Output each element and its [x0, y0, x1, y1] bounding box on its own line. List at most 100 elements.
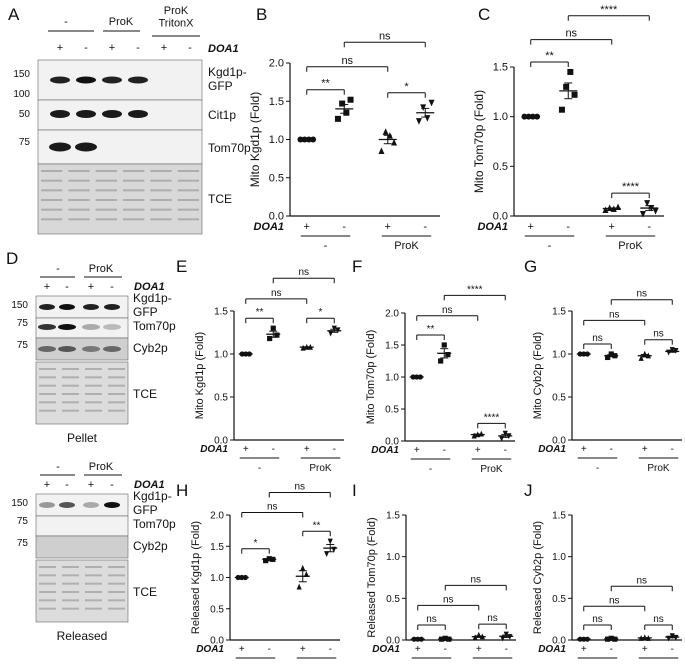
chart-i-point [476, 631, 482, 638]
blot-d-pellet-tce-lane-1-band-3 [62, 393, 79, 395]
blot-d-pellet-tce-lane-3-band-2 [108, 384, 125, 387]
blot-d-pellet-tce-lane-0-band-1 [39, 376, 56, 379]
chart-g-point [608, 351, 614, 357]
chart-b-x-sign: - [423, 221, 427, 233]
chart-e-point [304, 343, 310, 350]
blot-d-pellet-cyb2p-band [103, 346, 121, 352]
blot-a-tom70p-band [49, 142, 71, 152]
blot-d-pellet-row-tce: TCE [133, 387, 157, 401]
blot-d-pellet-tce-lane-2-band-5 [85, 409, 102, 412]
chart-i-point [415, 636, 421, 642]
chart-b-x-sign: - [342, 221, 346, 233]
chart-e-group-label-prok: ProK [309, 463, 332, 474]
chart-c-doa1-label: DOA1 [477, 221, 508, 233]
chart-h-sig-pair-2-label: ** [313, 520, 321, 531]
chart-b-group-label-minus: - [324, 240, 328, 252]
blot-a-group-minus: - [64, 16, 68, 28]
chart-e-sig-pair-1-label: ** [256, 307, 264, 318]
chart-f-point [478, 430, 484, 437]
chart-j-point [581, 636, 587, 642]
chart-c-sig-pair-2-label: **** [622, 181, 640, 193]
chart-b-point [391, 138, 398, 146]
chart-f-point [441, 342, 447, 348]
chart-b-y-tick-label: 1.5 [269, 96, 284, 108]
chart-g-x-sign: - [671, 444, 674, 455]
chart-g-sig-doa1-label: ns [636, 289, 647, 300]
chart-h-y-tick-label: 2.0 [210, 511, 224, 522]
panel-letter-F: F [352, 257, 362, 276]
chart-b-point [310, 136, 317, 143]
blot-a-tce-lane-5-band-1 [177, 179, 199, 182]
blot-d-released-tce-lane-2-band-4 [85, 599, 102, 602]
chart-b-sig-pair-2-label: * [404, 81, 409, 93]
chart-i-y-tick-label: 1.5 [386, 511, 400, 522]
blot-d-released-tce-lane-2-band-5 [85, 607, 102, 610]
chart-f-point [417, 374, 423, 380]
blot-a-tce-lane-4-band-0 [150, 170, 172, 172]
chart-g-point [605, 354, 611, 361]
chart-f-x-sign: + [475, 445, 481, 456]
blot-d-released-tce-lane-0-band-4 [39, 599, 56, 602]
chart-e-x-sign: - [272, 444, 275, 455]
blot-a-kgd1p-band [50, 76, 70, 84]
chart-f-point [410, 374, 416, 380]
blot-d-pellet-lane-sign: - [65, 281, 69, 293]
chart-f-y-tick-label: 2.0 [385, 309, 399, 320]
blot-d-pellet-tce-lane-2-band-0 [85, 368, 102, 370]
chart-g-point [638, 355, 644, 361]
chart-i-point [503, 631, 509, 638]
chart-c-point [602, 206, 609, 214]
blot-a-tce-lane-4-band-3 [150, 199, 172, 201]
chart-e-point [246, 351, 252, 357]
blot-d-released-tce-lane-1-band-4 [62, 599, 79, 602]
chart-c-point [644, 200, 651, 207]
blot-d-released-tce-lane-0-band-5 [39, 607, 56, 610]
blot-d-released-tce-lane-1-band-3 [62, 591, 79, 593]
blot-a-tce-lane-5-band-0 [177, 170, 199, 172]
blot-d-pellet-tce-lane-3-band-5 [108, 409, 125, 412]
blot-d-released-tce-lane-0-band-3 [39, 591, 56, 593]
chart-g-point [584, 351, 590, 357]
chart-g-y-tick-label: 0.5 [552, 393, 566, 404]
chart-i-sig-pair-1-label: ns [426, 614, 437, 625]
blot-d-released-lane-sign: + [44, 479, 50, 491]
chart-c-y-tick-label: 1.5 [493, 62, 508, 74]
blot-d-released-tce-lane-2-band-1 [85, 574, 102, 577]
chart-f-y-label: Mito Tom70p (Fold) [365, 330, 377, 425]
blot-a-tce-lane-5-band-4 [177, 208, 199, 211]
chart-f-point [414, 374, 420, 380]
chart-b-point [415, 118, 422, 125]
blot-d-pellet-tce-lane-2-band-4 [85, 401, 102, 404]
blot-d-released-kgd1p-band [39, 502, 55, 508]
blot-a-tce-lane-0-band-2 [41, 189, 63, 192]
chart-h-point [324, 551, 330, 557]
chart-i-sig-ctrl-label: ns [443, 594, 454, 605]
blot-d-released-kgd1p-band [83, 502, 99, 508]
chart-e-y-label: Mito Kgd1p (Fold) [194, 332, 206, 419]
blot-d-released-row-tom70p: Tom70p [133, 517, 176, 531]
chart-c-x-sign: + [609, 221, 615, 233]
blot-a-tce-lane-1-band-1 [68, 179, 90, 182]
blot-d-pellet-row-cyb2p: Cyb2p [133, 341, 168, 355]
chart-b-x-sign: + [304, 221, 310, 233]
blot-d-released-lane-sign: - [65, 479, 69, 491]
chart-e-y-tick-label: 0.5 [214, 393, 228, 404]
chart-f-group-label-minus: - [429, 464, 432, 475]
blot-a-lane-sign: - [136, 42, 140, 54]
chart-j-point [645, 635, 651, 641]
blot-a-group-prok: ProK [109, 16, 134, 28]
chart-c-sig-doa1-label: **** [600, 4, 618, 16]
chart-e-point [267, 335, 273, 342]
blot-a-tce-lane-5-band-2 [177, 189, 199, 192]
blot-d-pellet-tce-lane-1-band-5 [62, 409, 79, 412]
chart-e-point [239, 351, 245, 357]
chart-b-group-label-prok: ProK [394, 240, 419, 252]
blot-d-pellet-row-kgd1p: Kgd1p-GFP [133, 291, 172, 319]
blot-a-tce-lane-5-band-3 [177, 199, 199, 201]
chart-g-point [581, 351, 587, 357]
chart-g-y-label: Mito Cyb2p (Fold) [532, 332, 544, 419]
chart-f-y-tick-label: 0.5 [385, 405, 399, 416]
panel-letter-H: H [176, 481, 188, 500]
blot-d-released-tce-lane-2-band-3 [85, 591, 102, 593]
